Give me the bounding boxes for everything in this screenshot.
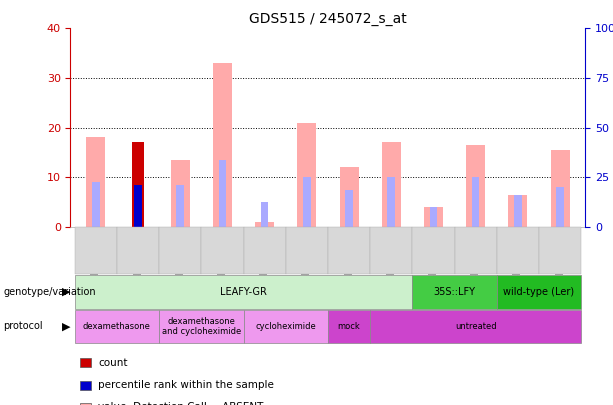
Bar — [424, 207, 443, 227]
Text: dexamethasone: dexamethasone — [83, 322, 151, 331]
Bar — [92, 182, 100, 227]
Bar — [171, 160, 190, 227]
Bar — [177, 185, 184, 227]
Bar — [430, 207, 437, 227]
Bar — [466, 145, 485, 227]
Bar — [387, 177, 395, 227]
Bar — [255, 222, 274, 227]
Bar — [472, 177, 479, 227]
Bar — [345, 190, 353, 227]
Text: protocol: protocol — [3, 322, 43, 331]
Bar — [514, 194, 522, 227]
Bar — [508, 194, 527, 227]
Text: value, Detection Call = ABSENT: value, Detection Call = ABSENT — [98, 403, 264, 405]
Bar — [556, 187, 564, 227]
Bar — [86, 138, 105, 227]
Title: GDS515 / 245072_s_at: GDS515 / 245072_s_at — [249, 12, 407, 26]
Text: untreated: untreated — [455, 322, 497, 331]
Text: count: count — [98, 358, 128, 368]
Bar — [382, 143, 401, 227]
Bar — [340, 167, 359, 227]
Text: cycloheximide: cycloheximide — [256, 322, 316, 331]
Text: dexamethasone
and cycloheximide: dexamethasone and cycloheximide — [162, 317, 241, 336]
Bar — [134, 185, 142, 227]
Text: percentile rank within the sample: percentile rank within the sample — [98, 380, 274, 390]
Text: 35S::LFY: 35S::LFY — [433, 287, 476, 297]
Bar — [297, 123, 316, 227]
Bar — [550, 150, 569, 227]
Bar — [213, 63, 232, 227]
Bar — [219, 160, 226, 227]
Bar — [303, 177, 311, 227]
Bar — [132, 143, 144, 227]
Text: wild-type (Ler): wild-type (Ler) — [503, 287, 574, 297]
Text: mock: mock — [338, 322, 360, 331]
Text: genotype/variation: genotype/variation — [3, 287, 96, 297]
Bar — [261, 202, 268, 227]
Text: ▶: ▶ — [62, 322, 70, 331]
Text: ▶: ▶ — [62, 287, 70, 297]
Text: LEAFY-GR: LEAFY-GR — [220, 287, 267, 297]
